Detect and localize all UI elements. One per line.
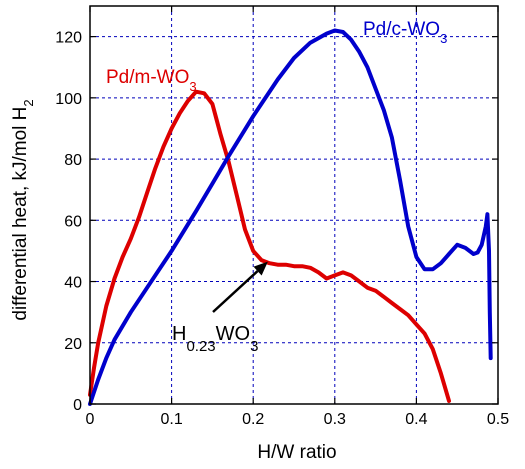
annotation-arrow [212, 261, 268, 313]
series-label-pd-m-wo3: Pd/m-WO3 [106, 67, 197, 94]
y-tick-label: 0 [73, 397, 82, 414]
y-tick-label: 80 [64, 152, 82, 169]
y-tick-label: 40 [64, 275, 82, 292]
arrow-shaft [212, 270, 259, 313]
plot-frame [89, 5, 499, 405]
x-tick-label: 0.1 [160, 411, 182, 428]
y-tick-label: 120 [55, 30, 82, 47]
x-tick-label: 0.5 [487, 411, 509, 428]
x-tick-label: 0.3 [324, 411, 346, 428]
y-tick-label: 100 [55, 91, 82, 108]
x-axis-title: H/W ratio [257, 442, 336, 463]
series-label-pd-c-wo3: Pd/c-WO3 [363, 19, 447, 46]
y-tick-label: 20 [64, 336, 82, 353]
series-line-pd-m-wo3 [88, 89, 451, 403]
arrow-head [253, 261, 268, 276]
x-tick-label: 0 [86, 411, 95, 428]
series-line-pd-c-wo3 [88, 28, 493, 406]
grid [90, 6, 498, 404]
series-layer [88, 28, 493, 406]
y-tick-label: 60 [64, 213, 82, 230]
x-tick-label: 0.4 [405, 411, 427, 428]
axis-ticks: 0 0.1 0.2 0.3 0.4 0.5 0 20 40 60 80 100 120 [55, 6, 509, 428]
y-axis-title: differential heat, kJ/mol H2 [10, 99, 36, 320]
x-tick-label: 0.2 [242, 411, 264, 428]
annotation-h023wo3: H0.23WO3 [172, 323, 258, 355]
